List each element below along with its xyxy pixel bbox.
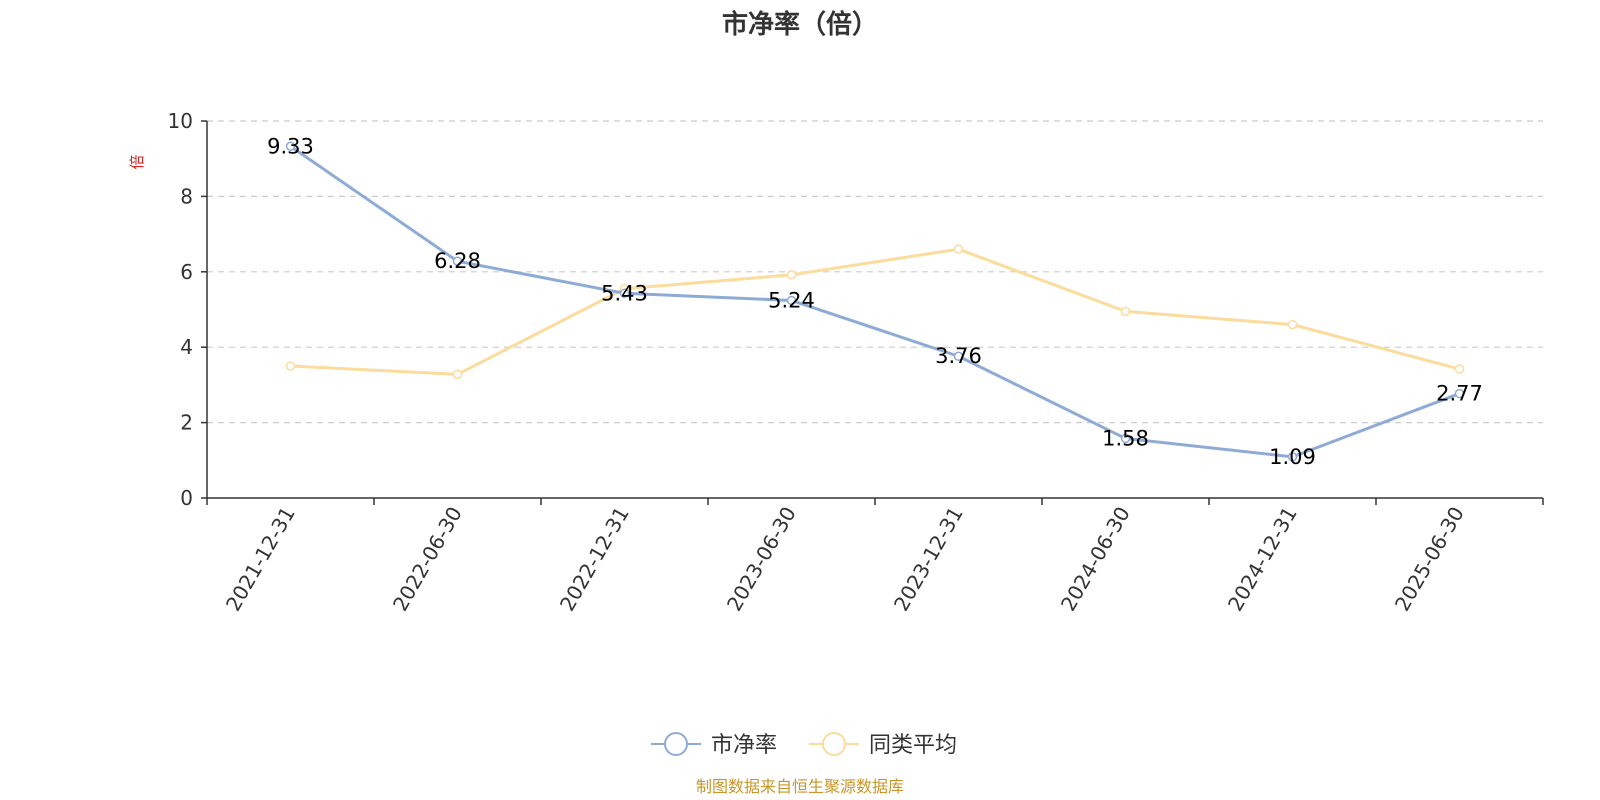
series-1-point [452, 369, 463, 380]
data-labels: 9.33 6.28 5.43 5.24 3.76 1.58 1.09 2.77 [267, 134, 1483, 469]
series-0-point [619, 288, 630, 299]
y-tick-label: 10 [168, 109, 193, 133]
series-1-point [1120, 306, 1131, 317]
x-tick-label: 2021-12-31 [221, 503, 300, 616]
series-0-point [1454, 388, 1465, 399]
source-note: 制图数据来自恒生聚源数据库 [696, 777, 904, 796]
series-1-point [285, 361, 296, 371]
series-0-point [285, 141, 296, 152]
data-label: 5.24 [768, 288, 815, 312]
data-label: 3.76 [935, 344, 982, 368]
series-1-point [786, 270, 797, 280]
y-tick-label: 0 [180, 486, 193, 510]
legend-marker-icon [822, 732, 846, 756]
y-tick-label: 2 [180, 411, 193, 435]
legend-label: 同类平均 [869, 733, 957, 758]
series-0-point [1287, 452, 1298, 462]
y-tick-label: 6 [180, 260, 193, 284]
legend-marker-icon [664, 732, 688, 756]
x-tick-label: 2024-06-30 [1056, 503, 1135, 616]
data-label: 1.58 [1102, 426, 1149, 450]
data-label: 9.33 [267, 134, 314, 158]
y-tick-label: 4 [180, 335, 193, 359]
series-0-point [786, 295, 797, 306]
x-tick-label: 2023-12-31 [889, 503, 968, 616]
gridlines [207, 120, 1543, 424]
series-line-1 [289, 247, 1461, 376]
x-tick-label: 2025-06-30 [1390, 503, 1469, 616]
series-0-point [452, 256, 463, 266]
axes: 0 2 4 6 8 10 2021-12-31 2022-06-30 2022-12-31 202… [168, 109, 1544, 616]
data-label: 1.09 [1269, 445, 1316, 469]
x-tick-label: 2023-06-30 [722, 503, 801, 616]
legend[interactable]: 市净率 同类平均 [651, 732, 957, 758]
series-1-point [1454, 364, 1465, 374]
x-tick-label: 2024-12-31 [1223, 503, 1302, 616]
chart-title: 市净率（倍） [722, 9, 878, 40]
data-label: 2.77 [1436, 382, 1483, 406]
y-tick-label: 8 [180, 184, 193, 208]
series-line-0 [289, 144, 1461, 459]
data-label: 6.28 [434, 249, 481, 273]
x-tick-label: 2022-12-31 [555, 503, 634, 616]
series-lines [285, 141, 1465, 462]
data-label: 5.43 [601, 281, 648, 305]
series-0-point [1120, 433, 1131, 444]
y-axis-unit-label: 倍 [128, 154, 146, 169]
series-1-point [1287, 319, 1298, 330]
legend-label: 市净率 [711, 733, 777, 758]
legend-item-0[interactable]: 市净率 [651, 732, 777, 758]
series-1-point [953, 244, 964, 254]
legend-item-1[interactable]: 同类平均 [809, 732, 957, 758]
x-tick-label: 2022-06-30 [388, 503, 467, 616]
series-0-point [953, 351, 964, 361]
